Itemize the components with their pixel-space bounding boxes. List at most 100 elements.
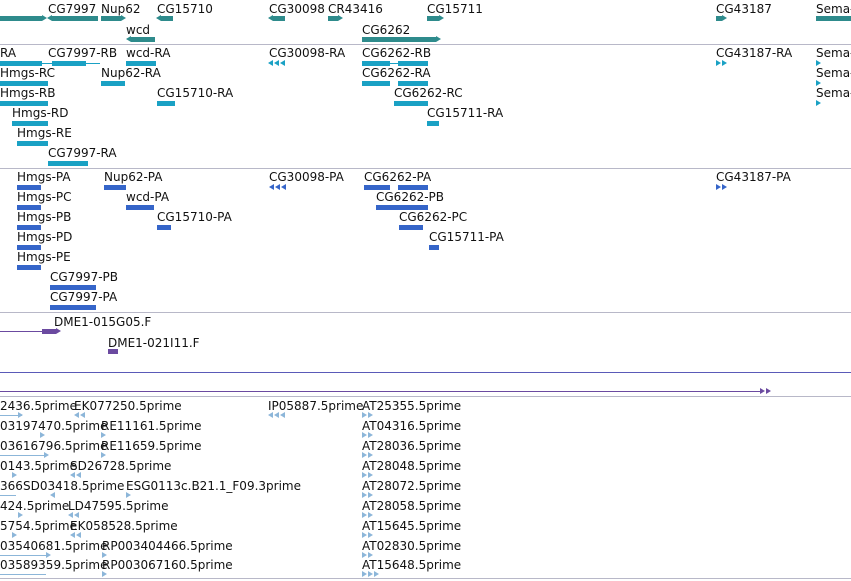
protein-feature[interactable] [126, 205, 154, 210]
est-label[interactable]: ESG0113c.B21.1_F09.3prime [126, 479, 301, 493]
est-label[interactable]: 0143.5prime [0, 459, 77, 473]
est-label[interactable]: AT15645.5prime [362, 519, 462, 533]
est-label[interactable]: 366 [0, 479, 23, 493]
transcript-exon[interactable] [12, 121, 48, 126]
transcript-label[interactable]: CG6262-RA [362, 66, 431, 80]
transcript-label[interactable]: Hmgs-RB [0, 86, 56, 100]
transcript-exon[interactable] [0, 61, 42, 66]
gene-feature[interactable] [131, 37, 155, 42]
transcript-label[interactable]: Hmgs-RE [17, 126, 72, 140]
protein-label[interactable]: CG7997-PA [50, 290, 118, 304]
gene-feature[interactable] [362, 37, 436, 42]
transcript-label[interactable]: Sema- [816, 86, 851, 100]
transcript-label[interactable]: CG43187-RA [716, 46, 793, 60]
est-label[interactable]: 424.5prime [0, 499, 70, 513]
est-label[interactable]: EK077250.5prime [74, 399, 182, 413]
protein-label[interactable]: Hmgs-PB [17, 210, 72, 224]
clone-feature[interactable] [108, 349, 118, 354]
protein-feature[interactable] [17, 225, 41, 230]
gene-feature[interactable] [716, 16, 722, 21]
gene-feature[interactable] [328, 16, 338, 21]
gene-label[interactable]: CG43187 [716, 2, 772, 16]
gene-label[interactable]: CR43416 [328, 2, 383, 16]
protein-feature[interactable] [157, 225, 171, 230]
gene-feature[interactable] [161, 16, 173, 21]
transcript-label[interactable]: Sema- [816, 66, 851, 80]
est-label[interactable]: AT28072.5prime [362, 479, 462, 493]
transcript-label[interactable]: CG30098-RA [269, 46, 346, 60]
transcript-exon[interactable] [101, 81, 125, 86]
est-label[interactable]: 03197470.5prime [0, 419, 108, 433]
gene-label[interactable]: CG6262 [362, 23, 411, 37]
protein-feature[interactable] [50, 305, 96, 310]
gene-feature[interactable] [101, 16, 121, 21]
gene-feature[interactable] [273, 16, 285, 21]
est-label[interactable]: EK058528.5prime [70, 519, 178, 533]
est-label[interactable]: AT02830.5prime [362, 539, 462, 553]
est-label[interactable]: SD03418.5prime [23, 479, 125, 493]
transcript-exon[interactable] [362, 81, 390, 86]
protein-label[interactable]: Hmgs-PC [17, 190, 72, 204]
transcript-label[interactable]: Hmgs-RC [0, 66, 56, 80]
est-label[interactable]: RP003404466.5prime [102, 539, 233, 553]
gene-feature[interactable] [427, 16, 439, 21]
est-label[interactable]: 2436.5prime [0, 399, 77, 413]
gene-label[interactable]: Sema- [816, 2, 851, 16]
protein-label[interactable]: Hmgs-PD [17, 230, 73, 244]
transcript-exon[interactable] [394, 101, 428, 106]
transcript-exon[interactable] [48, 161, 88, 166]
transcript-label[interactable]: CG15710-RA [157, 86, 234, 100]
est-label[interactable]: RP003067160.5prime [102, 558, 233, 572]
protein-label[interactable]: wcd-PA [126, 190, 170, 204]
transcript-label[interactable]: CG6262-RB [362, 46, 432, 60]
est-label[interactable]: LD47595.5prime [68, 499, 169, 513]
protein-feature[interactable] [376, 205, 428, 210]
est-label[interactable]: AT04316.5prime [362, 419, 462, 433]
gene-feature[interactable] [816, 16, 851, 21]
est-label[interactable]: AT28036.5prime [362, 439, 462, 453]
est-label[interactable]: AT28058.5prime [362, 499, 462, 513]
protein-label[interactable]: CG15710-PA [157, 210, 232, 224]
est-label[interactable]: 03589359.5prime [0, 558, 108, 572]
transcript-label[interactable]: CG6262-RC [394, 86, 463, 100]
transcript-label[interactable]: Sema- [816, 46, 851, 60]
transcript-exon[interactable] [0, 101, 48, 106]
transcript-label[interactable]: wcd-RA [126, 46, 171, 60]
clone-label[interactable]: DME1-015G05.F [54, 315, 152, 329]
est-label[interactable]: RE11161.5prime [101, 419, 202, 433]
gene-label[interactable]: wcd [126, 23, 151, 37]
transcript-exon[interactable] [17, 141, 48, 146]
est-label[interactable]: IP05887.5prime [268, 399, 364, 413]
protein-feature[interactable] [364, 185, 390, 190]
protein-feature[interactable] [17, 265, 41, 270]
gene-feature[interactable] [52, 16, 98, 21]
gene-label[interactable]: CG15711 [427, 2, 483, 16]
protein-feature[interactable] [50, 285, 96, 290]
transcript-label[interactable]: CG7997-RB [48, 46, 118, 60]
gene-label[interactable]: Nup62 [101, 2, 141, 16]
est-label[interactable]: AT15648.5prime [362, 558, 462, 572]
transcript-exon[interactable] [0, 81, 48, 86]
protein-label[interactable]: CG6262-PB [376, 190, 445, 204]
protein-feature[interactable] [17, 185, 41, 190]
gene-feature[interactable] [0, 16, 42, 21]
protein-label[interactable]: CG6262-PC [399, 210, 468, 224]
est-label[interactable]: 03540681.5prime [0, 539, 108, 553]
protein-label[interactable]: Hmgs-PA [17, 170, 71, 184]
protein-label[interactable]: Hmgs-PE [17, 250, 71, 264]
protein-label[interactable]: CG43187-PA [716, 170, 791, 184]
transcript-label[interactable]: Hmgs-RD [12, 106, 69, 120]
transcript-exon[interactable] [157, 101, 175, 106]
protein-feature[interactable] [398, 185, 428, 190]
protein-label[interactable]: Nup62-PA [104, 170, 163, 184]
est-label[interactable]: AT28048.5prime [362, 459, 462, 473]
protein-feature[interactable] [17, 205, 41, 210]
transcript-exon[interactable] [398, 81, 428, 86]
transcript-label[interactable]: RA [0, 46, 17, 60]
protein-feature[interactable] [429, 245, 439, 250]
protein-feature[interactable] [17, 245, 41, 250]
transcript-exon[interactable] [126, 61, 156, 66]
est-label[interactable]: AT25355.5prime [362, 399, 462, 413]
est-label[interactable]: SD26728.5prime [70, 459, 172, 473]
transcript-label[interactable]: Nup62-RA [101, 66, 161, 80]
